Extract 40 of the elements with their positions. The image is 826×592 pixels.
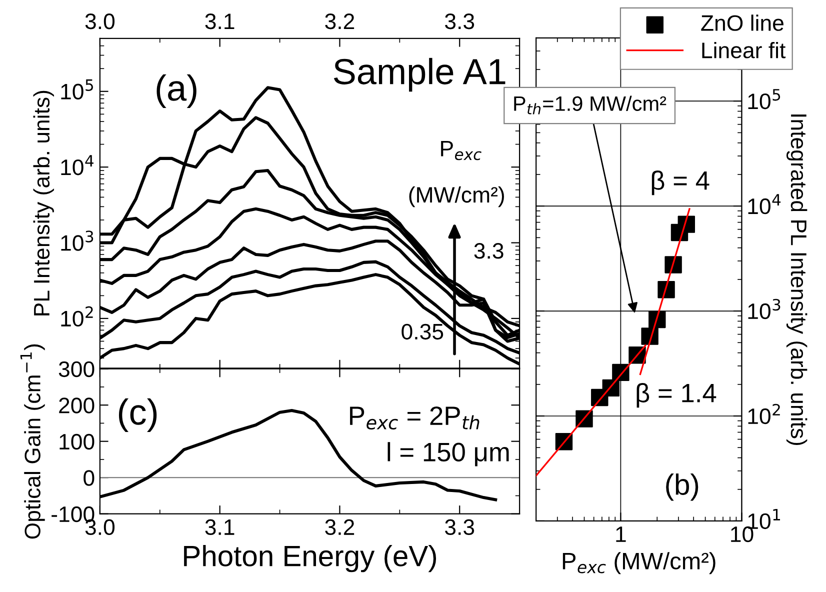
y-axis-title: Integrated PL Intensity (arb. units) <box>786 114 808 446</box>
y-axis-title: Optical Gain (cm$^{−1}$) <box>20 344 45 539</box>
annotation: β = 1.4 <box>636 383 716 408</box>
x-tick-label: 3.1 <box>205 519 234 536</box>
x-tick-label: 3.1 <box>205 13 234 30</box>
x-axis-title: Photon Energy (eV) <box>184 544 436 572</box>
y-tick-label: 100 <box>60 434 94 450</box>
y-tick-label: 10$^{2}$ <box>61 306 93 327</box>
annotation: Sample A1 <box>334 58 506 92</box>
annotation: l = 150 μm <box>388 442 509 466</box>
legend-label: Linear fit <box>702 42 786 58</box>
annotation: (b) <box>666 474 698 501</box>
legend-label: ZnO line <box>701 14 784 31</box>
x-tick-label: 3.3 <box>445 519 474 536</box>
y-tick-label: 10$^{4}$ <box>748 194 781 214</box>
x-tick-label: 1 <box>616 526 626 542</box>
annotation: P$_{th}$=1.9 MW/cm² <box>514 96 666 114</box>
y-tick-label: 10$^{4}$ <box>61 155 94 176</box>
y-tick-label: 300 <box>58 361 94 378</box>
x-tick-label: 3.2 <box>325 519 354 536</box>
x-tick-label: 3.0 <box>85 13 115 30</box>
x-axis-title: P$_{exc}$ (MW/cm²) <box>562 552 716 574</box>
x-tick-label: 3.3 <box>445 13 474 30</box>
y-tick-label: 200 <box>59 398 94 414</box>
annotation: 3.3 <box>474 243 504 259</box>
annotation: β = 4 <box>652 170 710 196</box>
annotation: P$_{exc}$ <box>441 141 482 160</box>
y-tick-label: 10$^{5}$ <box>748 89 780 110</box>
annotation: P$_{exc}$ = 2P$_{th}$ <box>350 406 480 430</box>
y-tick-label: 10$^{3}$ <box>748 298 780 320</box>
x-tick-label: 3.2 <box>325 13 354 30</box>
annotation: (c) <box>118 398 157 432</box>
y-tick-label: 10$^{2}$ <box>748 404 780 424</box>
y-tick-label: 10$^{3}$ <box>61 230 94 251</box>
y-tick-label: 10$^{5}$ <box>61 79 93 100</box>
y-axis-title: PL Intensity (arb. units) <box>33 90 54 316</box>
annotation: 0.35 <box>402 324 444 340</box>
y-tick-label: 0 <box>84 470 94 486</box>
annotation: (MW/cm²) <box>409 186 504 208</box>
annotation: (a) <box>156 74 196 108</box>
